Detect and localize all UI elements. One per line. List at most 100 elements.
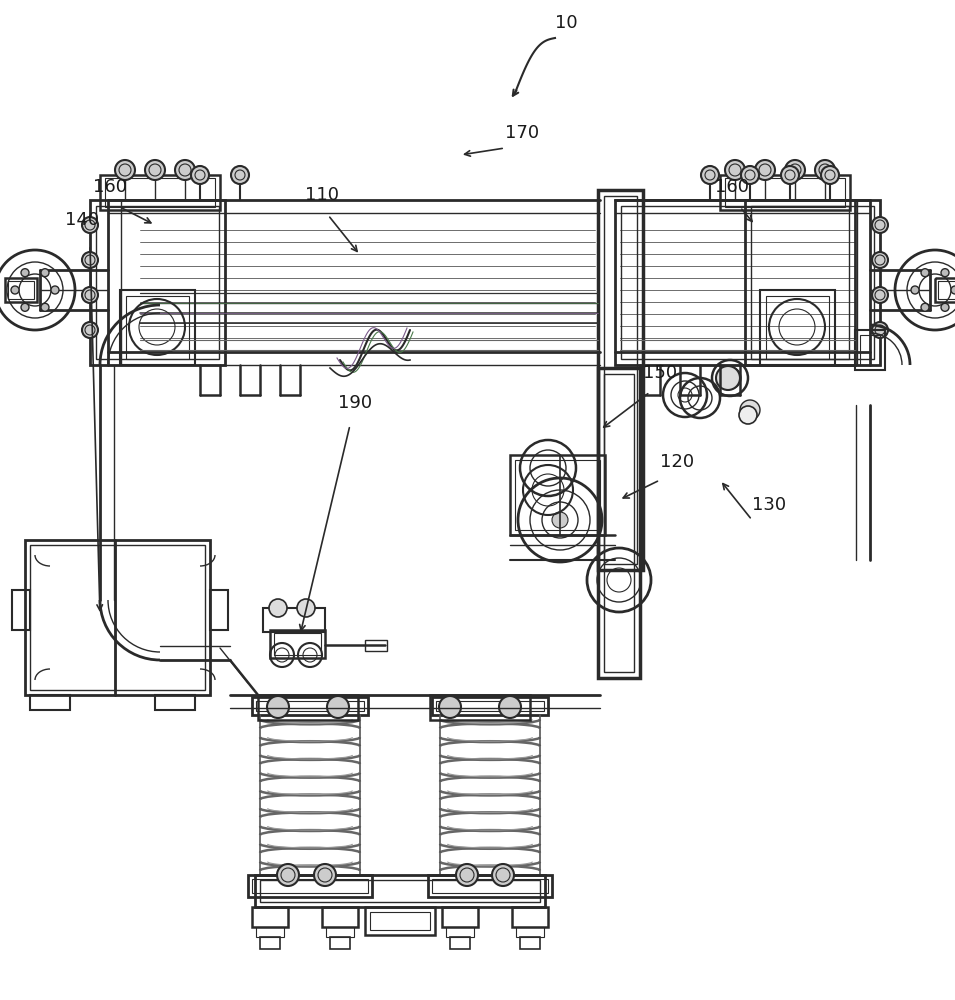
Bar [256,927,284,937]
Bar [720,175,850,210]
Text: 190: 190 [338,394,372,412]
Circle shape [872,287,888,303]
Bar [120,290,195,365]
Bar [860,335,880,365]
Bar [598,190,643,570]
Bar [248,875,372,897]
Circle shape [21,269,29,277]
Circle shape [82,287,98,303]
Circle shape [921,303,929,311]
Circle shape [911,286,919,294]
Circle shape [872,322,888,338]
Bar [520,937,540,949]
Circle shape [82,322,98,338]
Circle shape [941,269,949,277]
Text: 170: 170 [505,124,540,142]
Bar [96,206,219,359]
Bar [252,697,368,715]
Circle shape [781,166,799,184]
Bar [432,697,548,715]
Circle shape [821,166,839,184]
Bar [258,695,358,720]
Circle shape [314,864,336,886]
Bar [598,368,640,678]
Bar [855,330,885,370]
Bar [365,640,387,651]
Bar [105,178,215,207]
Bar [751,206,874,359]
Circle shape [552,512,568,528]
Circle shape [815,160,835,180]
Text: 10: 10 [555,14,578,32]
Bar [615,200,855,365]
Bar [428,875,552,897]
Bar [155,695,195,710]
Bar [8,281,34,299]
Circle shape [267,696,289,718]
Bar [766,296,829,359]
Bar [436,701,544,711]
Bar [263,608,325,632]
Circle shape [740,400,760,420]
Bar [430,695,530,720]
Circle shape [492,864,514,886]
Bar [442,907,478,927]
Circle shape [439,696,461,718]
Circle shape [231,166,249,184]
Circle shape [872,252,888,268]
Circle shape [951,286,955,294]
Circle shape [327,696,349,718]
Bar [432,879,548,893]
Bar [270,630,325,658]
Circle shape [755,160,775,180]
Bar [510,455,605,535]
Circle shape [82,217,98,233]
Bar [760,290,835,365]
Bar [330,937,350,949]
Bar [5,278,37,302]
Bar [260,937,280,949]
Circle shape [456,864,478,886]
Bar [255,875,545,907]
Circle shape [145,160,165,180]
Circle shape [11,286,19,294]
Circle shape [21,303,29,311]
Bar [260,880,540,902]
Text: 120: 120 [660,453,694,471]
Bar [365,907,435,935]
Bar [326,927,354,937]
Circle shape [716,366,740,390]
Circle shape [269,599,287,617]
Bar [604,196,637,564]
Text: 110: 110 [305,186,339,204]
Bar [516,927,544,937]
Text: 160: 160 [93,178,127,196]
Bar [515,460,600,530]
Bar [450,937,470,949]
Bar [935,278,955,302]
Bar [745,200,880,365]
Text: 140: 140 [65,211,99,229]
Bar [30,695,70,710]
Bar [252,907,288,927]
Text: 160: 160 [715,178,749,196]
Bar [512,907,548,927]
Bar [938,281,955,299]
Circle shape [741,166,759,184]
Bar [12,590,30,630]
Bar [274,633,321,655]
Bar [322,907,358,927]
Bar [25,540,210,695]
Circle shape [115,160,135,180]
Circle shape [41,269,49,277]
Bar [725,178,845,207]
Text: 130: 130 [752,496,786,514]
Circle shape [725,160,745,180]
Circle shape [941,303,949,311]
Text: 150: 150 [643,364,677,382]
Bar [256,701,364,711]
Circle shape [739,406,757,424]
Bar [126,296,189,359]
Bar [30,545,205,690]
Circle shape [82,252,98,268]
